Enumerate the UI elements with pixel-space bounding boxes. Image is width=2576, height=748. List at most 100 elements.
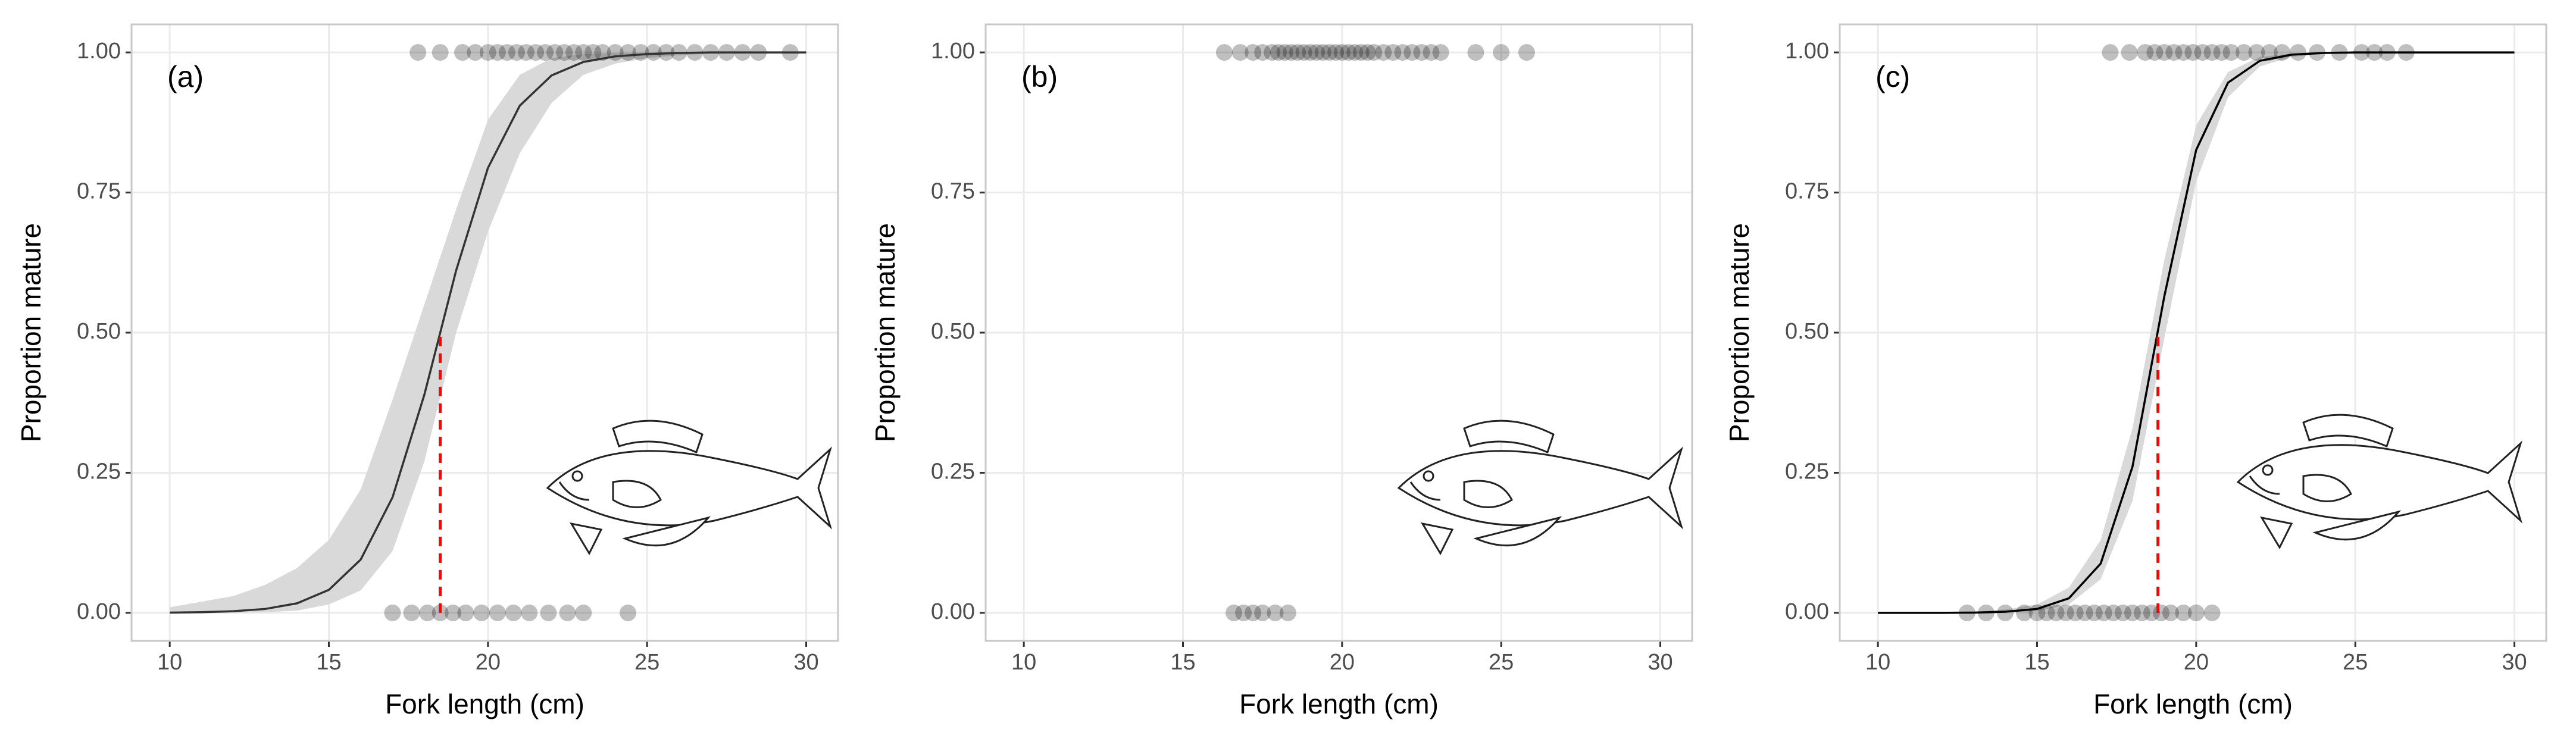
confidence-band <box>1878 52 2515 613</box>
data-point <box>1270 44 1287 61</box>
y-tick-label: 0.00 <box>1785 599 1829 624</box>
y-axis-title: Proportion mature <box>870 223 901 442</box>
y-tick-label: 0.50 <box>931 319 975 344</box>
data-point <box>1333 44 1350 61</box>
data-point <box>2076 604 2093 621</box>
data-point <box>1375 44 1392 61</box>
x-tick-label: 25 <box>2343 650 2368 675</box>
panel-border <box>984 23 1693 642</box>
data-point <box>1352 44 1370 61</box>
data-point <box>2067 604 2084 621</box>
data-point <box>508 44 525 61</box>
data-point <box>527 44 545 61</box>
y-tick-label: 0.75 <box>931 179 975 204</box>
y-tick-label: 0.25 <box>1785 459 1829 484</box>
data-point <box>2121 44 2138 61</box>
y-tick-label: 0.50 <box>77 319 121 344</box>
data-point <box>2047 604 2065 621</box>
y-tick-label: 0.25 <box>931 459 975 484</box>
data-point <box>2143 604 2160 621</box>
y-tick-label: 0.25 <box>77 459 121 484</box>
data-point <box>2156 44 2173 61</box>
fit-line <box>170 51 806 614</box>
data-point <box>457 604 474 621</box>
x-tick-label: 15 <box>1170 650 1195 675</box>
data-point <box>2105 604 2122 621</box>
data-point <box>1267 604 1284 621</box>
data-point <box>1245 44 1262 61</box>
data-point <box>1314 44 1331 61</box>
data-point <box>2133 604 2150 621</box>
data-point <box>1467 44 1484 61</box>
data-point <box>384 604 401 621</box>
data-point <box>403 604 420 621</box>
data-point <box>565 44 583 61</box>
data-point <box>2175 44 2192 61</box>
x-tick-label: 15 <box>316 650 341 675</box>
data-point <box>645 44 662 61</box>
data-point <box>2213 44 2230 61</box>
data-point <box>1423 44 1440 61</box>
fit-line <box>1878 51 2515 614</box>
y-axis-title: Proportion mature <box>15 223 46 442</box>
confidence-band <box>170 52 806 613</box>
data-point <box>584 44 602 61</box>
data-point <box>537 44 554 61</box>
data-point <box>1413 44 1430 61</box>
data-point <box>419 604 436 621</box>
x-tick-label: 25 <box>634 650 659 675</box>
data-point <box>1308 44 1325 61</box>
y-axis-title: Proportion mature <box>1724 223 1755 442</box>
data-point <box>2137 44 2154 61</box>
y-tick-label: 0.00 <box>77 599 121 624</box>
data-point <box>620 604 637 621</box>
data-point <box>2086 604 2103 621</box>
data-point <box>546 44 564 61</box>
data-point <box>473 604 490 621</box>
x-tick-label: 30 <box>793 650 818 675</box>
panel-border <box>130 23 839 642</box>
data-point <box>2203 44 2221 61</box>
data-point <box>2261 44 2278 61</box>
data-point <box>2222 44 2240 61</box>
data-point <box>1493 44 1510 61</box>
panel-label: (c) <box>1875 60 1910 93</box>
data-point <box>2114 604 2131 621</box>
data-point <box>556 44 573 61</box>
data-point <box>1340 44 1357 61</box>
data-point <box>1359 44 1376 61</box>
panel: 0.00 0.25 0.50 0.75 1.00 10 15 20 25 30 (a) Fork le… <box>15 23 839 719</box>
data-point <box>2095 604 2112 621</box>
data-point <box>1302 44 1319 61</box>
plots: 0.00 0.25 0.50 0.75 1.00 10 15 20 25 30 (a) Fork le… <box>15 23 2547 719</box>
data-point <box>2187 604 2205 621</box>
data-point <box>540 604 557 621</box>
x-tick-label: 10 <box>1011 650 1036 675</box>
data-point <box>2038 604 2055 621</box>
data-point <box>2203 604 2221 621</box>
data-point <box>518 44 535 61</box>
x-tick-label: 30 <box>2502 650 2527 675</box>
data-point <box>445 604 462 621</box>
data-point <box>2165 44 2183 61</box>
y-tick-label: 0.75 <box>1785 179 1829 204</box>
data-point <box>1235 604 1252 621</box>
x-tick-label: 20 <box>1330 650 1355 675</box>
data-point <box>575 604 592 621</box>
data-point <box>1518 44 1535 61</box>
data-point <box>498 44 515 61</box>
data-point <box>1254 604 1271 621</box>
x-tick-label: 25 <box>1489 650 1514 675</box>
data-point <box>1384 44 1402 61</box>
data-point <box>594 44 611 61</box>
data-point <box>2162 604 2180 621</box>
y-tick-label: 1.00 <box>77 39 121 64</box>
panel-border <box>1839 23 2547 642</box>
data-point <box>559 604 576 621</box>
y-tick-label: 0.50 <box>1785 319 1829 344</box>
data-point <box>1276 44 1293 61</box>
x-tick-label: 20 <box>476 650 501 675</box>
data-point <box>409 44 427 61</box>
data-point <box>2102 44 2119 61</box>
x-tick-label: 10 <box>157 650 182 675</box>
